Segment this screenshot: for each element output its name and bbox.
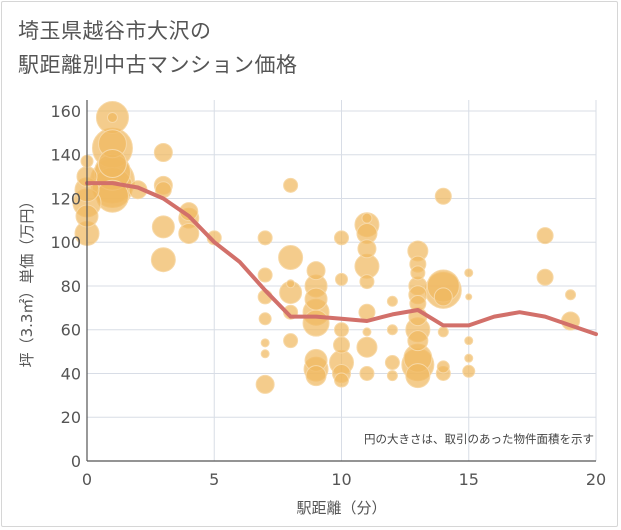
data-bubble — [97, 148, 127, 178]
data-bubble — [278, 245, 304, 271]
axes: 0 20 40 60 80 100 120 140 160 0 5 10 15 20 — [50, 100, 606, 489]
data-bubble — [356, 336, 378, 358]
trend-line — [85, 181, 598, 337]
data-bubble — [258, 312, 272, 326]
y-tick-label: 140 — [50, 146, 81, 165]
x-tick-label: 0 — [82, 470, 92, 489]
y-tick-label: 120 — [50, 189, 81, 208]
data-bubble — [306, 261, 326, 281]
data-bubble — [333, 336, 350, 354]
data-bubble — [464, 336, 474, 346]
data-bubble — [283, 333, 299, 349]
x-tick-label: 5 — [209, 470, 219, 489]
data-bubble — [257, 267, 273, 283]
data-bubble — [153, 143, 173, 163]
data-bubble — [386, 324, 398, 336]
y-tick-label: 40 — [61, 364, 81, 383]
data-bubble — [565, 289, 577, 301]
data-bubble — [260, 338, 270, 348]
data-bubble — [362, 327, 372, 337]
data-bubble — [334, 372, 349, 388]
data-bubble — [361, 212, 373, 224]
trend-path — [85, 181, 598, 337]
data-bubble — [335, 272, 348, 286]
x-axis-label: 駅距離（分） — [296, 499, 386, 517]
data-bubble — [405, 363, 431, 389]
y-tick-label: 60 — [61, 321, 81, 340]
data-bubble — [386, 370, 398, 382]
y-tick-label: 100 — [50, 233, 81, 252]
data-bubble — [357, 239, 377, 259]
data-bubble — [150, 247, 176, 273]
data-bubble — [334, 322, 349, 338]
data-bubble — [386, 295, 398, 307]
data-bubble — [255, 374, 275, 394]
data-bubble — [410, 265, 426, 281]
data-bubble — [462, 364, 476, 378]
data-bubble — [434, 187, 452, 205]
size-note: 円の大きさは、取引のあった物件面積を示す — [364, 432, 594, 446]
data-bubble — [407, 330, 429, 352]
data-bubble — [359, 365, 375, 381]
data-bubble — [302, 309, 330, 337]
data-bubble — [384, 355, 400, 371]
data-bubble — [437, 326, 449, 338]
data-bubble — [283, 177, 299, 193]
chart-title: 埼玉県越谷市大沢の 駅距離別中古マンション価格 — [18, 19, 298, 77]
y-tick-label: 160 — [50, 102, 81, 121]
data-bubble — [151, 215, 175, 239]
y-tick-label: 0 — [71, 452, 81, 471]
data-bubble — [536, 227, 554, 245]
y-tick-label: 20 — [61, 408, 81, 427]
data-bubble — [433, 287, 453, 307]
x-tick-label: 15 — [459, 470, 479, 489]
data-bubble — [465, 293, 473, 301]
data-bubble — [359, 274, 375, 290]
data-bubble — [257, 230, 273, 246]
data-bubble — [464, 353, 474, 363]
data-bubble — [536, 268, 554, 286]
bubble-series — [72, 101, 581, 394]
data-bubble — [286, 279, 296, 289]
data-bubble — [464, 268, 474, 278]
data-bubble — [436, 360, 450, 374]
data-bubble — [334, 230, 349, 246]
y-tick-label: 80 — [61, 277, 81, 296]
data-bubble — [305, 365, 327, 387]
data-bubble — [260, 349, 270, 359]
y-axis-label: 坪（3.3㎡）単価（万円） — [18, 194, 36, 368]
data-bubble — [304, 287, 328, 311]
data-bubble — [106, 112, 118, 124]
data-bubble — [178, 222, 200, 244]
x-tick-label: 20 — [586, 470, 606, 489]
x-tick-label: 10 — [331, 470, 351, 489]
